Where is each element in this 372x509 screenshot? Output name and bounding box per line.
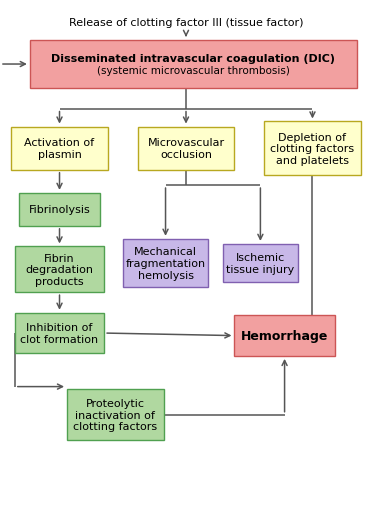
Text: Depletion of
clotting factors
and platelets: Depletion of clotting factors and platel… — [270, 132, 355, 165]
Text: Mechanical
fragmentation
hemolysis: Mechanical fragmentation hemolysis — [125, 247, 206, 280]
FancyBboxPatch shape — [138, 127, 234, 171]
FancyBboxPatch shape — [11, 127, 108, 171]
FancyBboxPatch shape — [223, 244, 298, 282]
Text: Release of clotting factor III (tissue factor): Release of clotting factor III (tissue f… — [69, 18, 303, 28]
Text: Inhibition of
clot formation: Inhibition of clot formation — [20, 323, 99, 344]
Text: Fibrin
degradation
products: Fibrin degradation products — [26, 253, 93, 287]
Text: Disseminated intravascular coagulation (DIC): Disseminated intravascular coagulation (… — [51, 54, 336, 64]
Text: Activation of
plasmin: Activation of plasmin — [25, 138, 94, 160]
FancyBboxPatch shape — [15, 247, 104, 293]
FancyBboxPatch shape — [234, 316, 335, 356]
FancyBboxPatch shape — [30, 41, 357, 89]
Text: Ischemic
tissue injury: Ischemic tissue injury — [226, 252, 295, 274]
Text: Proteolytic
inactivation of
clotting factors: Proteolytic inactivation of clotting fac… — [73, 398, 157, 432]
FancyBboxPatch shape — [67, 389, 164, 440]
Text: Microvascular
occlusion: Microvascular occlusion — [147, 138, 225, 160]
FancyBboxPatch shape — [123, 239, 208, 288]
FancyBboxPatch shape — [19, 193, 100, 227]
FancyBboxPatch shape — [15, 313, 104, 354]
Text: Fibrinolysis: Fibrinolysis — [29, 205, 90, 215]
Text: (systemic microvascular thrombosis): (systemic microvascular thrombosis) — [97, 66, 290, 75]
FancyBboxPatch shape — [264, 122, 361, 176]
Text: Hemorrhage: Hemorrhage — [241, 329, 328, 343]
